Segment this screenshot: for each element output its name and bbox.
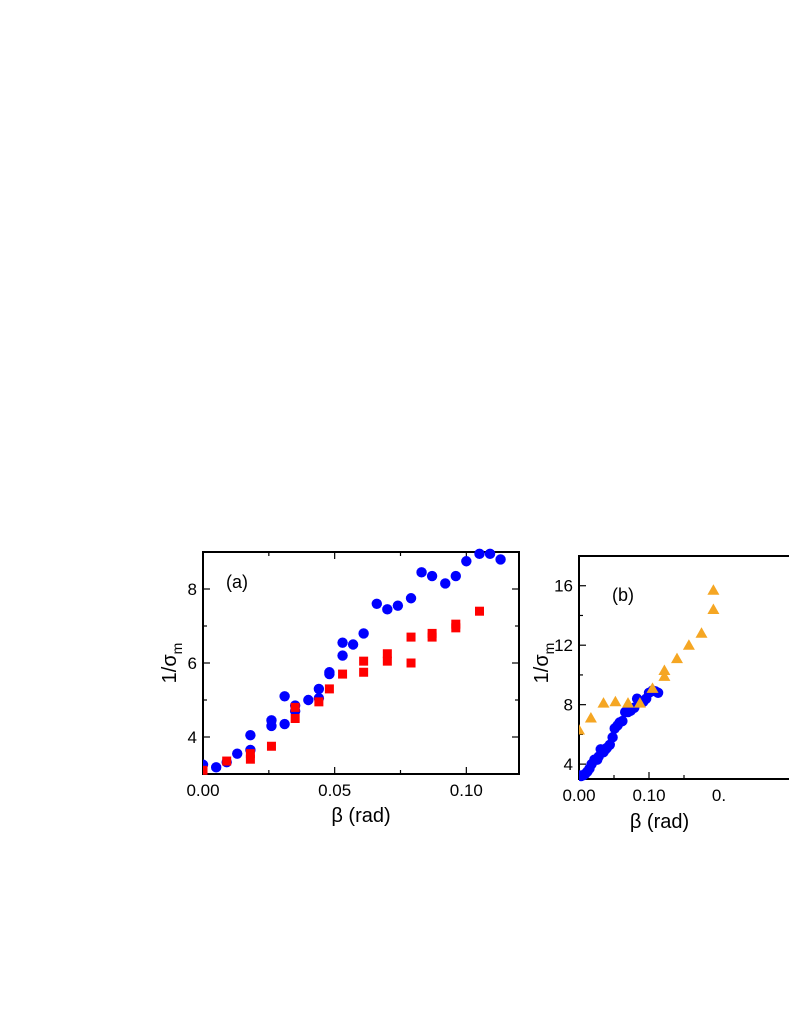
data-point-square	[245, 754, 255, 764]
data-point-triangle	[658, 664, 671, 675]
x-tick-label: 0.05	[318, 781, 351, 800]
data-point-square	[290, 702, 300, 712]
data-point-circle	[607, 732, 618, 743]
data-point-circle	[337, 637, 348, 648]
data-point-circle	[617, 715, 628, 727]
y-tick-label: 6	[188, 654, 197, 673]
data-point-circle	[371, 598, 382, 609]
y-tick-label: 8	[564, 696, 573, 715]
data-point-triangle	[695, 627, 708, 638]
data-point-square	[290, 714, 300, 723]
data-point-circle	[232, 748, 243, 759]
data-point-square	[266, 741, 276, 751]
data-point-square	[406, 632, 416, 642]
data-point-circle	[313, 683, 325, 695]
data-point-square	[314, 697, 324, 707]
data-point-circle	[484, 548, 496, 560]
data-point-square	[427, 628, 437, 638]
data-point-square	[338, 669, 348, 679]
data-point-triangle	[707, 603, 720, 615]
data-point-circle	[266, 715, 277, 726]
data-point-triangle	[682, 639, 695, 650]
x-axis-label: β (rad)	[630, 811, 689, 833]
x-tick-label: 0.00	[186, 781, 219, 800]
data-point-circle	[358, 628, 369, 639]
data-point-circle	[279, 691, 290, 702]
data-point-circle	[474, 548, 485, 560]
data-point-circle	[347, 639, 359, 650]
data-point-triangle	[584, 712, 597, 723]
data-point-square	[359, 667, 369, 677]
panel-b-scatter-plot: 0.00 0.10 0. 4 8 12 16 β (rad) 1/σm (b)	[531, 555, 789, 833]
data-point-square	[406, 658, 416, 668]
data-point-triangle	[609, 695, 622, 707]
x-axis-label: β (rad)	[331, 805, 390, 827]
data-point-triangle	[658, 670, 671, 681]
data-point-triangle	[707, 584, 720, 595]
data-point-triangle	[646, 682, 659, 693]
data-point-circle	[337, 650, 348, 661]
data-point-circle	[461, 556, 472, 567]
y-tick-label: 16	[554, 577, 573, 596]
data-point-square	[359, 656, 369, 666]
data-point-circle	[416, 567, 427, 578]
panel-a-scatter-plot: 0.00 0.05 0.10 4 6 8 β (rad) 1/σm (a)	[159, 548, 520, 827]
x-tick-label-partial: 0.	[712, 786, 726, 805]
data-point-triangle	[633, 697, 646, 708]
y-tick-label: 12	[554, 636, 573, 655]
data-point-triangle	[597, 697, 610, 708]
data-point-circle	[426, 570, 438, 582]
data-point-square	[203, 765, 208, 775]
y-axis-label: 1/σm	[159, 643, 185, 684]
x-tick-label: 0.00	[562, 786, 595, 805]
data-point-square	[451, 619, 461, 629]
data-point-circle	[245, 729, 256, 741]
data-point-square	[245, 749, 255, 759]
panel-label: (b)	[612, 585, 634, 605]
data-point-circle	[324, 667, 335, 678]
panel-label: (a)	[226, 572, 248, 592]
data-point-circle	[495, 554, 506, 565]
data-point-circle	[210, 762, 222, 773]
data-point-square	[382, 656, 392, 666]
y-tick-label: 4	[188, 728, 197, 747]
data-point-square	[222, 756, 232, 766]
data-point-triangle	[579, 723, 585, 735]
y-axis-label: 1/σm	[531, 643, 557, 684]
data-point-square	[324, 684, 334, 694]
y-tick-label: 8	[188, 580, 197, 599]
data-point-circle	[405, 593, 417, 604]
x-tick-label: 0.10	[632, 786, 665, 805]
data-point-triangle	[622, 697, 634, 708]
data-point-circle	[303, 694, 314, 706]
x-tick-label: 0.10	[450, 781, 483, 800]
data-point-circle	[382, 604, 393, 615]
data-point-circle	[392, 600, 404, 611]
data-point-triangle	[671, 652, 683, 664]
data-point-circle	[440, 578, 451, 589]
data-point-circle	[279, 718, 290, 730]
y-tick-label: 4	[564, 755, 573, 774]
data-point-square	[475, 606, 484, 616]
data-point-square	[382, 649, 392, 659]
data-point-circle	[450, 570, 461, 582]
